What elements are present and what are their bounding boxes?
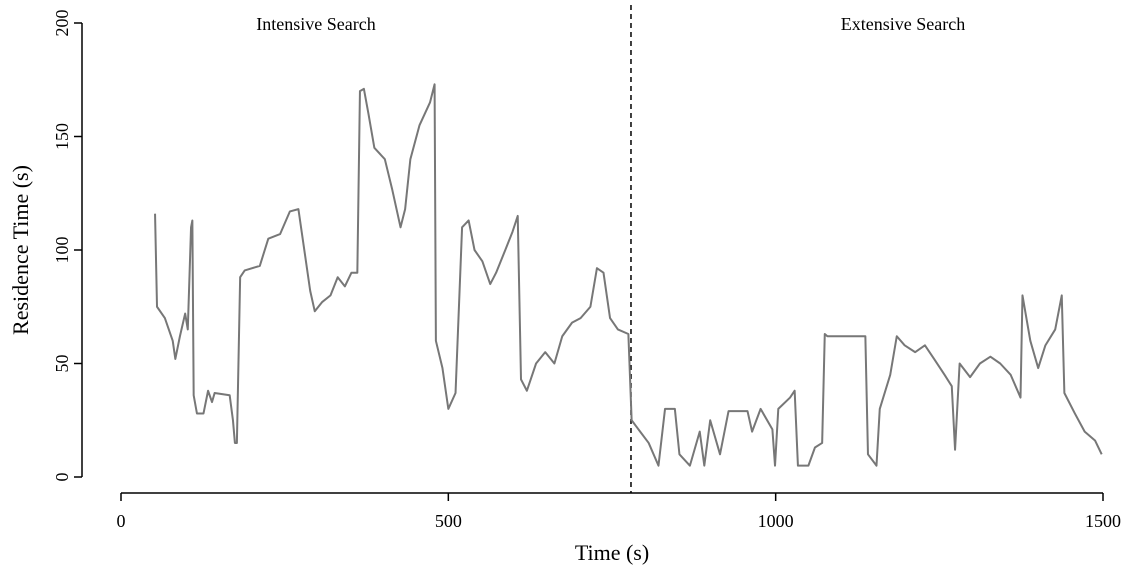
annotation: Intensive Search	[256, 14, 375, 34]
x-tick-label: 0	[117, 511, 126, 531]
y-tick-label: 0	[52, 473, 72, 482]
data-line	[154, 83, 1103, 467]
y-tick-label: 150	[52, 123, 72, 150]
y-tick-label: 50	[52, 355, 72, 373]
y-tick-label: 100	[52, 237, 72, 264]
x-tick-label: 1000	[758, 511, 794, 531]
x-tick-label: 1500	[1085, 511, 1121, 531]
y-tick-label: 200	[52, 10, 72, 37]
x-axis-label: Time (s)	[575, 540, 649, 565]
y-axis-label: Residence Time (s)	[8, 165, 33, 335]
annotation: Extensive Search	[841, 14, 965, 34]
x-tick-label: 500	[435, 511, 462, 531]
